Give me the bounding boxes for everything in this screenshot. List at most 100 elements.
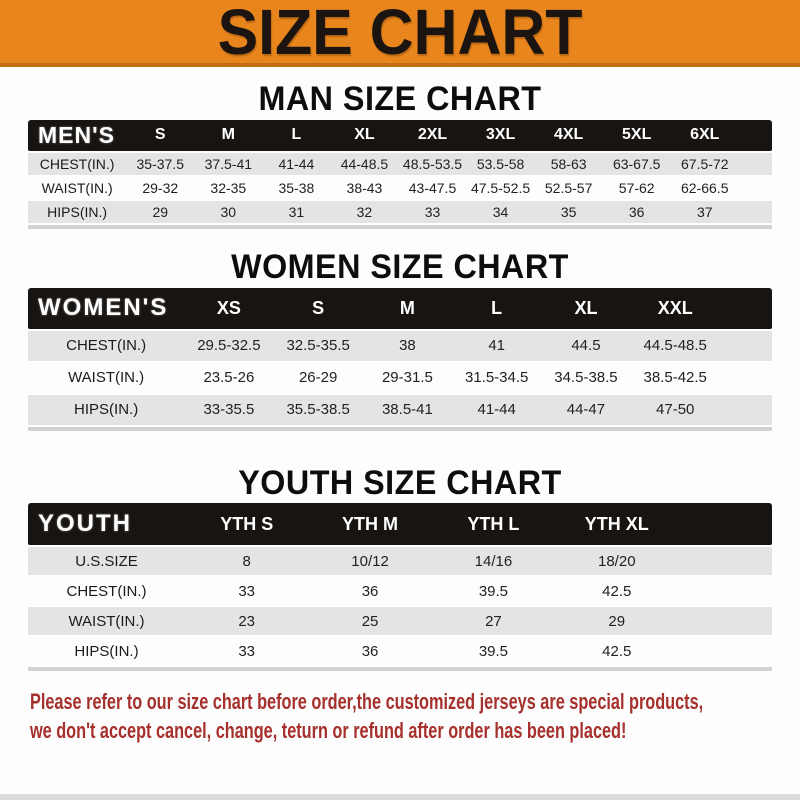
measurement-label-cell: U.S.SIZE	[28, 547, 186, 578]
measurement-value-cell: 44.5-48.5	[630, 330, 720, 363]
measurement-value-cell: 58-63	[534, 152, 603, 177]
measurement-value-cell: 39.5	[431, 577, 556, 608]
measurement-value-cell: 33	[398, 200, 467, 225]
measurement-value-cell: 35	[534, 200, 603, 225]
measurement-value-cell: 30	[194, 200, 263, 225]
measurement-value-cell: 47-50	[630, 394, 720, 427]
measurement-value-cell: 35-38	[262, 176, 331, 201]
measurement-value-cell: 41	[452, 330, 542, 363]
row-spacer-cell	[678, 607, 772, 638]
youth-section-heading: YOUTH SIZE CHART	[238, 463, 562, 502]
measurement-value-cell: 32	[330, 200, 399, 225]
measurement-value-cell: 34	[466, 200, 535, 225]
size-header-cell: S	[126, 119, 195, 153]
table-row: CHEST(IN.) 35-37.5 37.5-41 41-44 44-48.5 48.5…	[28, 152, 772, 177]
measurement-value-cell: 8	[185, 547, 309, 578]
measurement-value-cell: 29	[126, 200, 195, 225]
measurement-value-cell: 41-44	[262, 152, 331, 177]
measurement-value-cell: 32.5-35.5	[273, 330, 363, 363]
table-title-cell: YOUTH	[28, 503, 186, 548]
measurement-value-cell: 38.5-41	[362, 394, 453, 427]
measurement-value-cell: 10/12	[308, 547, 432, 578]
size-header-cell: YTH L	[431, 503, 556, 548]
table-row: CHEST(IN.) 29.5-32.5 32.5-35.5 38 41 44.5 44.5…	[28, 330, 772, 363]
footer-line-1: Please refer to our size chart before or…	[30, 689, 704, 715]
row-spacer-cell	[678, 547, 772, 578]
footer-line-2: we don't accept cancel, change, teturn o…	[30, 718, 627, 744]
measurement-value-cell: 43-47.5	[398, 176, 467, 201]
size-header-cell: YTH M	[308, 503, 432, 548]
measurement-value-cell: 29	[555, 607, 679, 638]
row-spacer-cell	[719, 394, 772, 427]
measurement-value-cell: 57-62	[602, 176, 671, 201]
measurement-value-cell: 42.5	[555, 577, 679, 608]
measurement-value-cell: 31.5-34.5	[452, 362, 542, 395]
measurement-label-cell: HIPS(IN.)	[28, 394, 185, 427]
size-header-cell: YTH XL	[555, 503, 679, 548]
table-header-row: YOUTH YTH S YTH M YTH L YTH XL	[28, 503, 772, 548]
table-row: CHEST(IN.) 33 36 39.5 42.5	[28, 577, 772, 608]
measurement-value-cell: 47.5-52.5	[466, 176, 535, 201]
measurement-value-cell: 29-31.5	[362, 362, 453, 395]
size-header-cell: 2XL	[398, 119, 467, 153]
measurement-label-cell: WAIST(IN.)	[28, 176, 127, 201]
size-header-cell: XS	[184, 287, 274, 331]
measurement-value-cell: 48.5-53.5	[398, 152, 467, 177]
measurement-value-cell: 44.5	[541, 330, 631, 363]
measurement-value-cell: 41-44	[452, 394, 542, 427]
measurement-label-cell: HIPS(IN.)	[28, 637, 186, 668]
measurement-value-cell: 35-37.5	[126, 152, 195, 177]
table-row: WAIST(IN.) 23 25 27 29	[28, 607, 772, 638]
measurement-value-cell: 34.5-38.5	[541, 362, 631, 395]
measurement-value-cell: 29-32	[126, 176, 195, 201]
measurement-value-cell: 42.5	[555, 637, 679, 668]
measurement-value-cell: 35.5-38.5	[273, 394, 363, 427]
table-row: U.S.SIZE 8 10/12 14/16 18/20	[28, 547, 772, 578]
measurement-label-cell: CHEST(IN.)	[28, 577, 186, 608]
measurement-value-cell: 39.5	[431, 637, 556, 668]
table-header-row: WOMEN'S XS S M L XL XXL	[28, 287, 772, 331]
bottom-strip	[0, 794, 800, 800]
women-size-table: WOMEN'S XS S M L XL XXL CHEST(IN.) 29.5-32.5 32.5…	[28, 287, 772, 431]
measurement-value-cell: 38	[362, 330, 453, 363]
table-header-row: MEN'S S M L XL 2XL 3XL 4XL 5XL 6XL	[28, 119, 772, 153]
table-row: HIPS(IN.) 33-35.5 35.5-38.5 38.5-41 41-44 44-…	[28, 394, 772, 427]
youth-size-table: YOUTH YTH S YTH M YTH L YTH XL U.S.SIZE 8 10/12…	[28, 503, 772, 672]
measurement-value-cell: 33	[185, 637, 309, 668]
row-spacer-cell	[678, 577, 772, 608]
table-title-cell: MEN'S	[28, 119, 127, 153]
table-row: HIPS(IN.) 33 36 39.5 42.5	[28, 637, 772, 668]
measurement-value-cell: 44-48.5	[330, 152, 399, 177]
size-header-cell: M	[194, 119, 263, 153]
footer-note: Please refer to our size chart before or…	[30, 687, 800, 745]
measurement-value-cell: 52.5-57	[534, 176, 603, 201]
size-header-cell: 5XL	[602, 119, 671, 153]
measurement-label-cell: WAIST(IN.)	[28, 362, 185, 395]
measurement-value-cell: 27	[431, 607, 556, 638]
measurement-value-cell: 44-47	[541, 394, 631, 427]
men-size-table: MEN'S S M L XL 2XL 3XL 4XL 5XL 6XL CHEST(IN.) 35-37…	[28, 119, 772, 229]
size-header-cell: 6XL	[670, 119, 739, 153]
size-header-cell: L	[262, 119, 331, 153]
header-spacer-cell	[678, 503, 772, 548]
banner-title: SIZE CHART	[217, 0, 583, 68]
measurement-label-cell: HIPS(IN.)	[28, 200, 127, 225]
measurement-value-cell: 29.5-32.5	[184, 330, 274, 363]
measurement-value-cell: 33-35.5	[184, 394, 274, 427]
measurement-label-cell: CHEST(IN.)	[28, 152, 127, 177]
measurement-value-cell: 33	[185, 577, 309, 608]
measurement-value-cell: 36	[308, 577, 432, 608]
measurement-value-cell: 31	[262, 200, 331, 225]
measurement-value-cell: 38-43	[330, 176, 399, 201]
row-spacer-cell	[719, 362, 772, 395]
measurement-value-cell: 36	[308, 637, 432, 668]
table-row: WAIST(IN.) 23.5-26 26-29 29-31.5 31.5-34.5 34…	[28, 362, 772, 395]
measurement-value-cell: 63-67.5	[602, 152, 671, 177]
size-header-cell: 3XL	[466, 119, 535, 153]
measurement-value-cell: 37	[670, 200, 739, 225]
table-title-cell: WOMEN'S	[28, 287, 185, 331]
measurement-value-cell: 32-35	[194, 176, 263, 201]
header-spacer-cell	[738, 119, 772, 153]
size-header-cell: XL	[541, 287, 631, 331]
